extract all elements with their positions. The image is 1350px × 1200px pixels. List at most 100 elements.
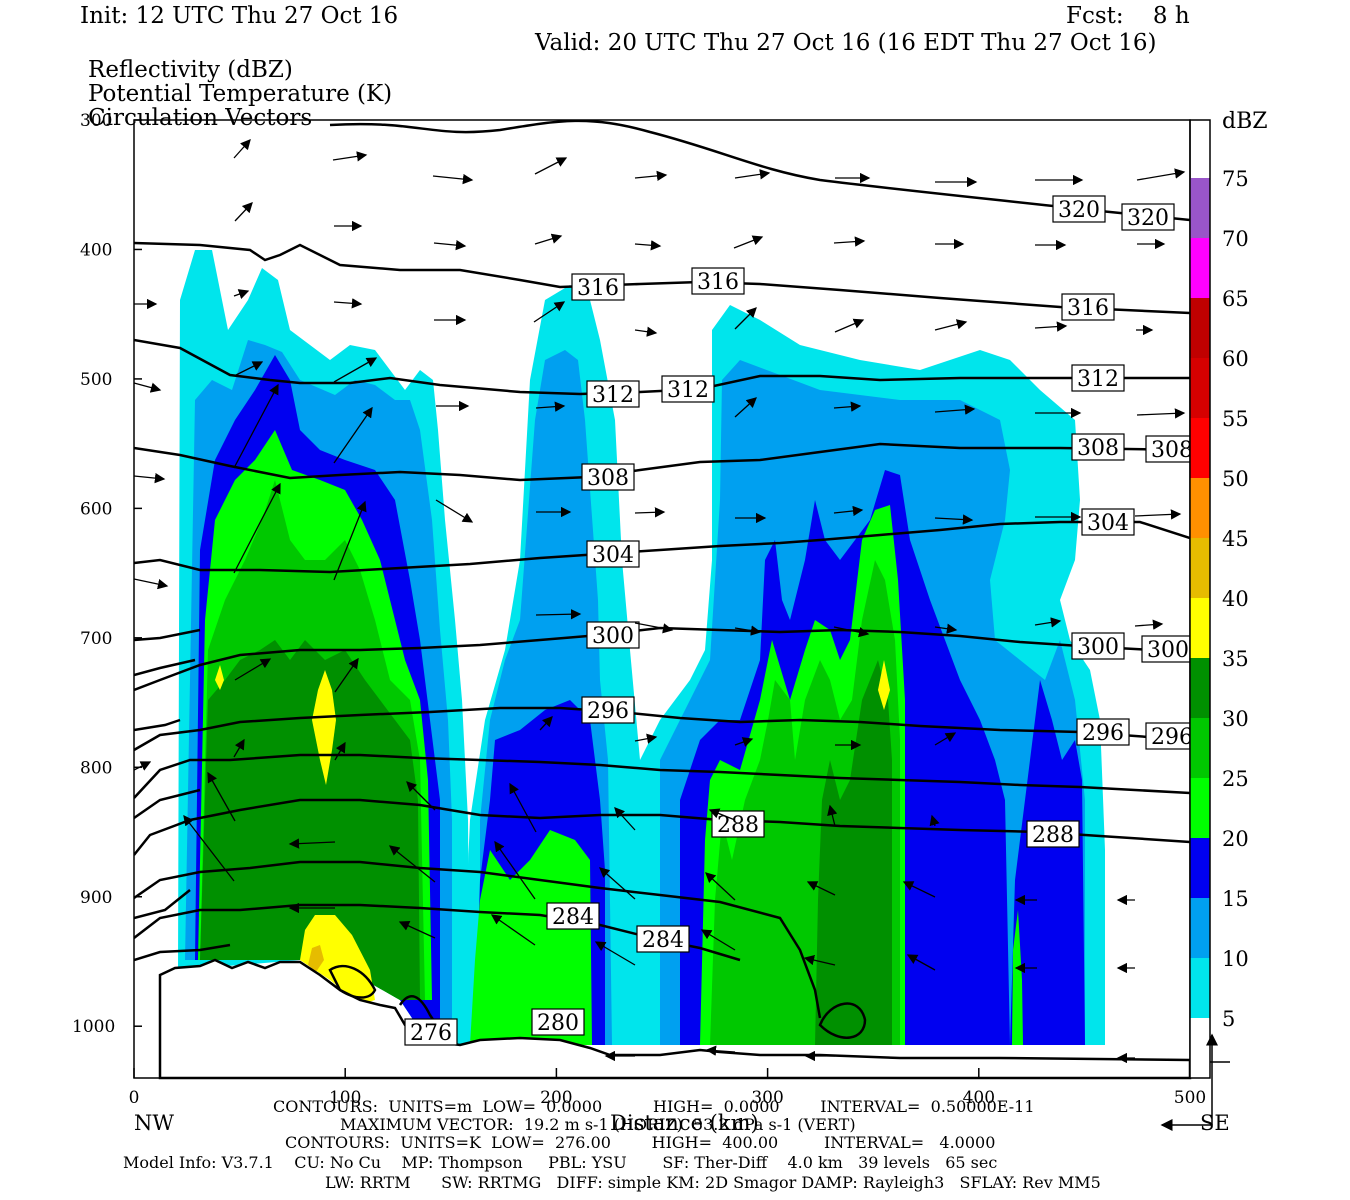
footer-physics: LW: RRTM SW: RRTMG DIFF: simple KM: 2D S… bbox=[325, 1173, 1101, 1192]
theta-label-box bbox=[1071, 632, 1125, 660]
theta-label-box bbox=[1061, 293, 1115, 321]
theta-label-316: 316 bbox=[577, 276, 619, 301]
y-tick-label-600: 600 bbox=[80, 499, 112, 519]
refl-30-mid bbox=[815, 660, 892, 1045]
theta-label-box bbox=[571, 273, 625, 301]
theta-label-280: 280 bbox=[537, 1011, 579, 1036]
colorbar-segment-6 bbox=[1190, 658, 1210, 718]
colorbar-segment-0 bbox=[1190, 1018, 1210, 1078]
theta-label-296: 296 bbox=[587, 699, 629, 724]
theta-label-296: 296 bbox=[1151, 725, 1193, 750]
theta-label-300: 300 bbox=[1147, 638, 1189, 663]
x-tick-label-0: 0 bbox=[129, 1088, 140, 1108]
theta-label-320: 320 bbox=[1058, 198, 1100, 223]
footer-contours-k: CONTOURS: UNITS=K LOW= 276.00 HIGH= 400.… bbox=[285, 1133, 996, 1152]
theta-label-box bbox=[1076, 718, 1130, 746]
colorbar-label-55: 55 bbox=[1222, 407, 1249, 431]
y-tick-label-700: 700 bbox=[80, 629, 112, 649]
theta-label-box bbox=[1071, 364, 1125, 392]
colorbar-label-35: 35 bbox=[1222, 647, 1249, 671]
theta-label-308: 308 bbox=[1077, 436, 1119, 461]
theta-label-box bbox=[1141, 635, 1195, 663]
y-tick-label-900: 900 bbox=[80, 888, 112, 908]
x-tick-label-100: 100 bbox=[329, 1088, 361, 1108]
colorbar-label-60: 60 bbox=[1222, 347, 1249, 371]
theta-label-box bbox=[581, 463, 635, 491]
colorbar-segment-9 bbox=[1190, 478, 1210, 538]
theta-label-box bbox=[1052, 195, 1106, 223]
theta-label-312: 312 bbox=[1077, 367, 1119, 392]
x-tick-label-400: 400 bbox=[963, 1088, 995, 1108]
theta-label-276: 276 bbox=[410, 1021, 452, 1046]
theta-label-316: 316 bbox=[1067, 296, 1109, 321]
theta-label-288: 288 bbox=[1032, 823, 1074, 848]
theta-label-box bbox=[691, 267, 745, 295]
field-title-vectors: Circulation Vectors bbox=[88, 105, 313, 131]
theta-label-box bbox=[546, 902, 600, 930]
colorbar-frame bbox=[1189, 119, 1211, 1079]
theta-label-284: 284 bbox=[642, 928, 684, 953]
theta-label-box bbox=[636, 925, 690, 953]
theta-label-300: 300 bbox=[592, 624, 634, 649]
theta-label-box bbox=[1081, 508, 1135, 536]
x-tick-label-500: 500 bbox=[1174, 1088, 1206, 1108]
theta-label-312: 312 bbox=[592, 383, 634, 408]
field-title-theta: Potential Temperature (K) bbox=[88, 81, 393, 107]
colorbar-segment-12 bbox=[1190, 298, 1210, 358]
x-tick-label-200: 200 bbox=[540, 1088, 572, 1108]
colorbar-segment-2 bbox=[1190, 898, 1210, 958]
theta-label-288: 288 bbox=[717, 813, 759, 838]
y-tick-label-500: 500 bbox=[80, 370, 112, 390]
circulation-vectors bbox=[133, 139, 1186, 1064]
footer-max-vector: MAXIMUM VECTOR: 19.2 m s-1 (HORIZ) 53.2 … bbox=[340, 1115, 856, 1134]
theta-label-box bbox=[1071, 433, 1125, 461]
colorbar-label-25: 25 bbox=[1222, 767, 1249, 791]
se-label: SE bbox=[1200, 1111, 1230, 1135]
theta-label-box bbox=[1026, 820, 1080, 848]
theta-label-box bbox=[586, 540, 640, 568]
colorbar-label-5: 5 bbox=[1222, 1007, 1235, 1031]
colorbar-segment-1 bbox=[1190, 958, 1210, 1018]
colorbar-segment-4 bbox=[1190, 778, 1210, 838]
colorbar-unit: dBZ bbox=[1222, 109, 1268, 134]
refl-35-d bbox=[300, 915, 375, 1005]
colorbar: 5 10 15 20 25 30 35 40 45 50 55 60 65 70 75 bbox=[1189, 119, 1249, 1079]
theta-label-308: 308 bbox=[587, 466, 629, 491]
colorbar-label-30: 30 bbox=[1222, 707, 1249, 731]
theta-label-320: 320 bbox=[1127, 206, 1169, 231]
colorbar-label-15: 15 bbox=[1222, 887, 1249, 911]
y-tick-label-300: 300 bbox=[80, 111, 112, 131]
colorbar-label-45: 45 bbox=[1222, 527, 1249, 551]
theta-label-304: 304 bbox=[1087, 511, 1129, 536]
refl-40 bbox=[308, 945, 324, 972]
x-axis-label: Distance (km) bbox=[610, 1111, 759, 1135]
theta-label-box bbox=[1121, 203, 1175, 231]
colorbar-segment-10 bbox=[1190, 418, 1210, 478]
y-axis: 300 400 500 600 700 800 900 1000 bbox=[72, 111, 142, 1037]
theta-label-box bbox=[586, 621, 640, 649]
colorbar-label-65: 65 bbox=[1222, 287, 1249, 311]
valid-time: Valid: 20 UTC Thu 27 Oct 16 (16 EDT Thu … bbox=[535, 30, 1157, 56]
theta-label-box bbox=[586, 380, 640, 408]
theta-label-box bbox=[531, 1008, 585, 1036]
theta-label-296: 296 bbox=[1082, 721, 1124, 746]
colorbar-segment-11 bbox=[1190, 358, 1210, 418]
colorbar-label-50: 50 bbox=[1222, 467, 1249, 491]
colorbar-label-75: 75 bbox=[1222, 167, 1249, 191]
footer-model-info: Model Info: V3.7.1 CU: No Cu MP: Thompso… bbox=[123, 1153, 998, 1172]
y-tick-label-1000: 1000 bbox=[72, 1017, 115, 1037]
init-time: Init: 12 UTC Thu 27 Oct 16 bbox=[80, 3, 399, 29]
x-axis: 0 100 200 300 400 500 bbox=[129, 1068, 1206, 1108]
theta-label-box bbox=[661, 375, 715, 403]
colorbar-segment-7 bbox=[1190, 598, 1210, 658]
colorbar-segment-5 bbox=[1190, 718, 1210, 778]
refl-35-c bbox=[878, 660, 890, 710]
refl-15-right bbox=[1010, 680, 1085, 1045]
colorbar-label-20: 20 bbox=[1222, 827, 1249, 851]
theta-label-group: 320 320 316 316 316 312 312 312 308 308 308 304 304 3… bbox=[404, 195, 1199, 1046]
refl-20-right bbox=[1012, 910, 1023, 1045]
theta-label-308: 308 bbox=[1151, 438, 1193, 463]
colorbar-label-40: 40 bbox=[1222, 587, 1249, 611]
colorbar-segment-3 bbox=[1190, 838, 1210, 898]
